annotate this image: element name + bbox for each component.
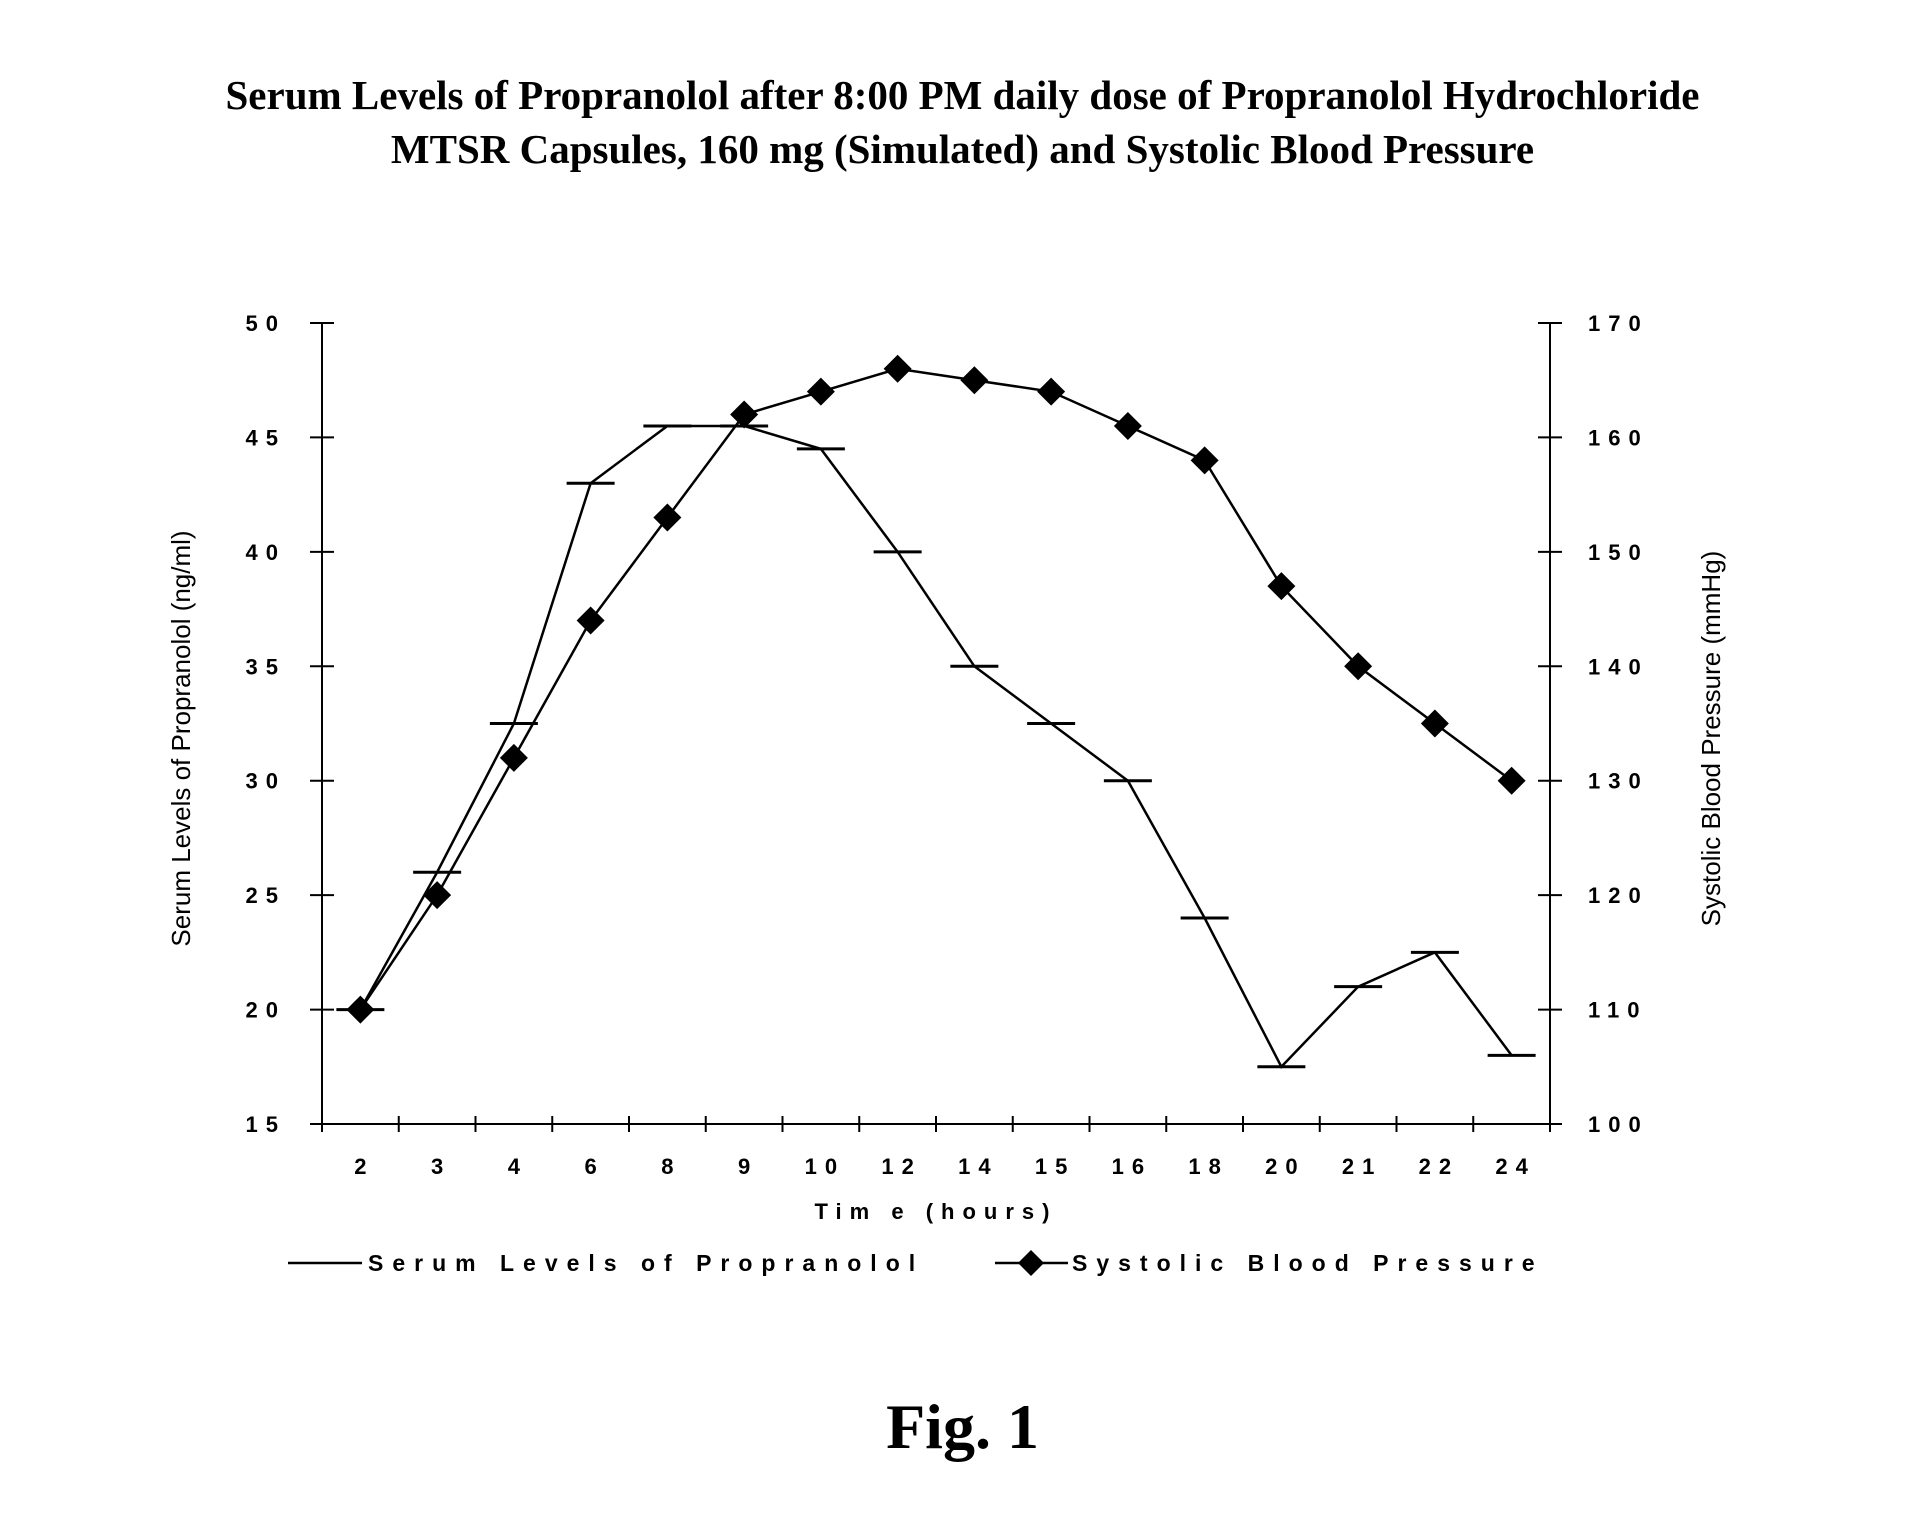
legend-label-serum: Serum Levels of Propranolol [368, 1250, 924, 1276]
left-y-axis-title: Serum Levels of Propranolol (ng/ml) [166, 530, 196, 946]
right-y-tick-label: 170 [1588, 311, 1649, 336]
series-line-2 [360, 369, 1511, 1010]
right-y-tick-label: 110 [1588, 998, 1648, 1023]
diamond-data-point [1037, 378, 1065, 406]
left-y-tick-label: 20 [246, 998, 286, 1023]
x-tick-label: 9 [738, 1154, 758, 1179]
x-tick-label: 15 [1035, 1154, 1075, 1179]
right-y-tick-label: 100 [1588, 1112, 1649, 1137]
x-tick-label: 20 [1265, 1154, 1305, 1179]
right-y-tick-label: 160 [1588, 425, 1649, 450]
x-tick-label: 22 [1419, 1154, 1459, 1179]
diamond-data-point [423, 881, 451, 909]
diamond-data-point [730, 401, 758, 429]
right-y-tick-label: 150 [1588, 540, 1649, 565]
x-tick-label: 2 [354, 1154, 374, 1179]
diamond-data-point [1114, 412, 1142, 440]
diamond-data-point [807, 378, 835, 406]
x-tick-label: 21 [1342, 1154, 1382, 1179]
x-tick-label: 4 [508, 1154, 528, 1179]
legend-marker-bp [1018, 1250, 1044, 1276]
diamond-data-point [1191, 446, 1219, 474]
left-y-tick-label: 40 [246, 540, 286, 565]
diamond-data-point [577, 607, 605, 635]
right-y-axis-title: Systolic Blood Pressure (mmHg) [1696, 551, 1726, 927]
legend-label-bp: Systolic Blood Pressure [1072, 1250, 1544, 1276]
left-y-tick-label: 45 [246, 425, 286, 450]
x-tick-label: 6 [585, 1154, 605, 1179]
figure-label: Fig. 1 [0, 1390, 1925, 1464]
diamond-data-point [884, 355, 912, 383]
left-y-tick-label: 25 [246, 883, 286, 908]
left-y-tick-label: 15 [246, 1112, 286, 1137]
series-line-1 [360, 426, 1511, 1067]
x-tick-label: 12 [881, 1154, 921, 1179]
x-tick-label: 3 [431, 1154, 451, 1179]
x-tick-label: 24 [1495, 1154, 1535, 1179]
right-y-tick-label: 130 [1588, 769, 1649, 794]
x-tick-label: 14 [958, 1154, 998, 1179]
diamond-data-point [1421, 710, 1449, 738]
left-y-tick-label: 30 [246, 769, 286, 794]
diamond-data-point [653, 504, 681, 532]
left-y-tick-label: 35 [246, 654, 286, 679]
left-y-tick-label: 50 [246, 311, 286, 336]
diamond-data-point [1498, 767, 1526, 795]
diamond-data-point [346, 996, 374, 1024]
diamond-data-point [500, 744, 528, 772]
right-y-tick-label: 140 [1588, 654, 1649, 679]
x-tick-label: 18 [1188, 1154, 1228, 1179]
diamond-data-point [960, 366, 988, 394]
x-tick-label: 10 [805, 1154, 845, 1179]
x-tick-label: 16 [1112, 1154, 1152, 1179]
x-tick-label: 8 [661, 1154, 681, 1179]
right-y-tick-label: 120 [1588, 883, 1649, 908]
x-axis-title: Tim e (hours) [815, 1199, 1058, 1224]
